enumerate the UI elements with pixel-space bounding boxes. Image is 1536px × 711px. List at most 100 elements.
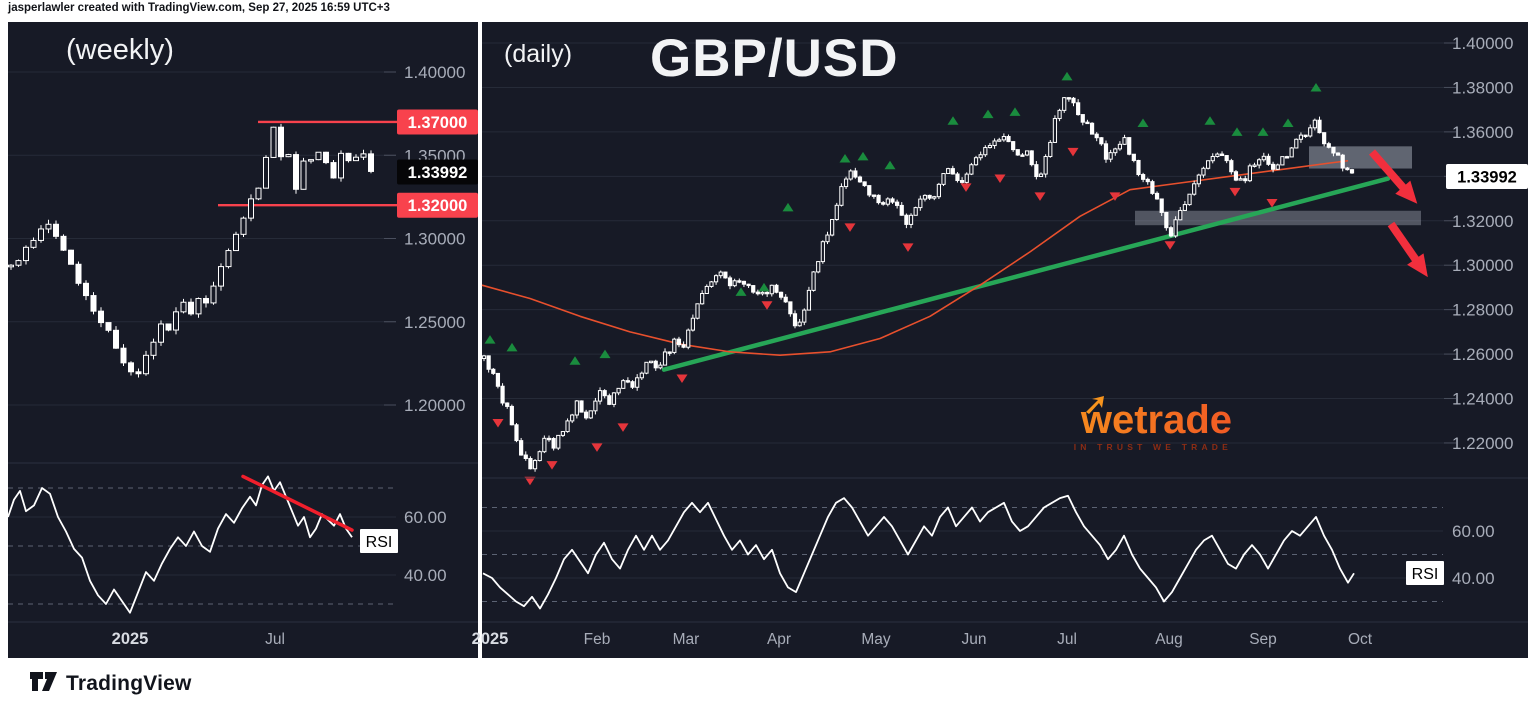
candle-body bbox=[1043, 156, 1048, 175]
candle-body bbox=[270, 126, 277, 158]
candle-body bbox=[653, 360, 658, 369]
candle-body bbox=[681, 344, 686, 348]
buy-signal-triangle-icon bbox=[884, 160, 896, 170]
candle-body bbox=[635, 377, 640, 388]
buy-signal-triangle-icon bbox=[758, 282, 770, 292]
candle-body bbox=[1233, 171, 1239, 181]
price-level-badge bbox=[397, 192, 478, 218]
candle-body bbox=[802, 309, 807, 323]
candle-body bbox=[315, 151, 322, 161]
wetrade-logo-text: wetrade bbox=[1042, 400, 1232, 440]
candle-body bbox=[1108, 152, 1113, 160]
price-axis-label: 1.24000 bbox=[1452, 390, 1513, 409]
candle-body bbox=[1187, 193, 1192, 206]
candle-body bbox=[704, 285, 709, 295]
candle-body bbox=[611, 392, 617, 405]
candle-body bbox=[1103, 143, 1109, 160]
candle-body bbox=[233, 233, 239, 252]
candle-body bbox=[75, 263, 82, 284]
sell-signal-triangle-icon bbox=[1034, 192, 1046, 201]
buy-signal-triangle-icon bbox=[1137, 118, 1149, 127]
candle-body bbox=[1308, 127, 1313, 137]
candle-body bbox=[1201, 167, 1206, 176]
candle-body bbox=[885, 198, 890, 205]
time-axis-label: Jun bbox=[962, 631, 987, 648]
candle-body bbox=[857, 176, 863, 183]
candle-body bbox=[983, 147, 988, 156]
candle-body bbox=[597, 390, 603, 402]
symbol-title: GBP/USD bbox=[650, 29, 899, 88]
buy-signal-triangle-icon bbox=[1257, 127, 1269, 136]
candle-body bbox=[505, 402, 510, 407]
candle-body bbox=[1001, 136, 1006, 141]
candle-body bbox=[667, 351, 672, 354]
candle-body bbox=[932, 196, 937, 199]
candle-body bbox=[997, 139, 1002, 142]
down-arrow-shaft bbox=[1368, 149, 1409, 193]
candle-body bbox=[853, 170, 858, 178]
rsi-indicator-tag bbox=[360, 529, 398, 553]
tradingview-logo-icon bbox=[30, 672, 57, 691]
sell-signal-triangle-icon bbox=[844, 223, 856, 232]
candle-body bbox=[514, 424, 519, 442]
candle-body bbox=[1062, 97, 1067, 111]
price-level-badge bbox=[397, 109, 478, 135]
candle-body bbox=[955, 173, 960, 182]
candle-body bbox=[616, 387, 621, 394]
candle-body bbox=[867, 185, 872, 196]
candle-body bbox=[15, 260, 22, 266]
candle-body bbox=[353, 156, 359, 162]
candle-body bbox=[788, 301, 793, 315]
candle-body bbox=[120, 347, 127, 364]
buy-signal-triangle-icon bbox=[839, 154, 851, 163]
candle-body bbox=[1284, 156, 1290, 159]
candle-body bbox=[816, 261, 821, 273]
sell-signal-triangle-icon bbox=[960, 183, 972, 192]
candle-body bbox=[1303, 134, 1308, 138]
sell-signal-triangle-icon bbox=[492, 418, 504, 428]
candle-body bbox=[959, 180, 965, 183]
candle-body bbox=[630, 381, 635, 388]
candle-body bbox=[871, 194, 877, 197]
price-axis-label: 1.40000 bbox=[404, 63, 465, 82]
candle-body bbox=[195, 298, 202, 315]
candle-body bbox=[992, 140, 997, 147]
sell-signal-triangle-icon bbox=[524, 476, 536, 486]
rsi-line bbox=[482, 494, 1355, 610]
candle-body bbox=[1219, 153, 1225, 157]
candle-body bbox=[1029, 150, 1034, 166]
candle-body bbox=[1052, 118, 1058, 143]
candle-body bbox=[1085, 121, 1090, 125]
candle-body bbox=[588, 410, 593, 419]
candle-body bbox=[1122, 137, 1127, 145]
sell-signal-triangle-icon bbox=[1266, 198, 1278, 208]
wetrade-watermark: wetrade IN TRUST WE TRADE bbox=[1042, 396, 1232, 452]
candle-body bbox=[570, 414, 575, 422]
daily-pane-title: (daily) bbox=[504, 40, 573, 68]
candle-body bbox=[1280, 156, 1285, 166]
candle-body bbox=[941, 173, 946, 185]
candle-body bbox=[1312, 119, 1317, 129]
candle-body bbox=[537, 451, 542, 462]
candle-body bbox=[1173, 219, 1178, 237]
candle-body bbox=[639, 372, 644, 379]
candle-body bbox=[1094, 133, 1099, 139]
candle-body bbox=[964, 173, 969, 183]
candle-body bbox=[1335, 152, 1341, 156]
buy-signal-triangle-icon bbox=[982, 109, 994, 119]
candle-body bbox=[1340, 154, 1345, 169]
price-level-badge-label: 1.32000 bbox=[408, 197, 468, 215]
candle-body bbox=[1326, 143, 1331, 148]
candle-body bbox=[180, 301, 187, 313]
rsi-indicator-tag-label: RSI bbox=[366, 534, 393, 551]
candle-body bbox=[969, 164, 974, 175]
candle-body bbox=[1131, 153, 1136, 161]
candle-body bbox=[904, 214, 909, 225]
price-axis-label: 1.30000 bbox=[1452, 256, 1513, 275]
rsi-line bbox=[7, 475, 353, 614]
candle-body bbox=[625, 380, 630, 383]
candle-body bbox=[1117, 143, 1123, 150]
candle-body bbox=[1048, 141, 1053, 158]
candle-body bbox=[843, 178, 849, 188]
candle-body bbox=[360, 153, 367, 158]
